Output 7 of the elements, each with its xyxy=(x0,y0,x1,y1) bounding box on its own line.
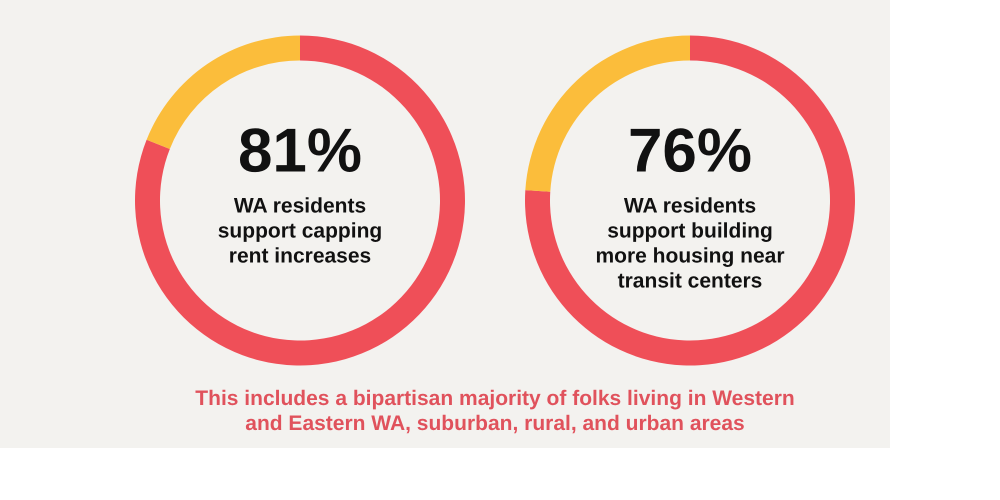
data-label: 76% xyxy=(628,116,752,186)
text: This includes a bipartisan majority of folks living in Western and Eastern WA, suburban, rural, and urban areas xyxy=(195,387,795,435)
donut-slice xyxy=(525,36,855,366)
text: WA residents support capping rent increases xyxy=(218,194,382,268)
data-label: 81% xyxy=(238,116,362,186)
donut-slice xyxy=(135,36,465,366)
text: WA residents support building more housing near transit centers xyxy=(595,194,785,292)
